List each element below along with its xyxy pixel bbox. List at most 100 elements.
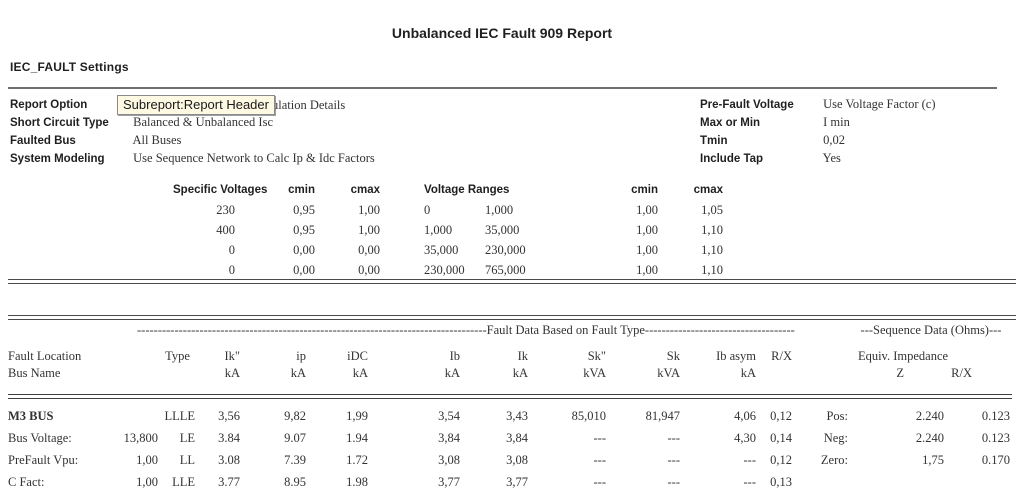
cell-ip: 7.39 [284,453,306,467]
cell-skpp: 85,010 [571,409,606,423]
setting-label: Report Option [10,99,88,111]
column-header-cmax: cmax [693,184,723,196]
setting-label: Include Tap [700,153,764,165]
setting-value: I min [823,115,850,129]
cell-idc: 1,99 [346,409,368,423]
setting-value: 0,02 [823,133,845,147]
cell-ib-asym: 4,30 [734,431,756,445]
cell-z: 2.240 [915,431,944,445]
divider-top [8,87,997,89]
cell-ib: 3,54 [438,409,460,423]
cell-type: LLE [172,475,195,489]
cell-ib-asym: --- [743,453,757,467]
column-header-voltage-ranges: Voltage Ranges [424,184,510,196]
column-header-cmin: cmin [288,184,315,196]
setting-row-system-modeling: System Modeling Use Sequence Network to … [10,151,375,169]
cell-type: LE [179,431,195,445]
cell-z: 2.240 [915,409,944,423]
setting-value: All Buses [132,133,182,147]
fault-location-value: 13,800 [123,431,158,445]
divider-mid-2 [8,315,1016,320]
column-header-equiv-impedance: Equiv. Impedance [857,349,949,363]
spacer [794,365,850,382]
cell-range-high: 765,000 [485,263,526,277]
subreport-tooltip: Subreport:Report Header [117,95,275,115]
cell-cmax: 1,10 [701,243,723,257]
spacer [158,365,197,382]
cell-rx: 0,12 [770,409,792,423]
cell-ikpp: 3.84 [218,431,240,445]
cell-cmin: 0,95 [293,203,315,217]
cell-sk: 81,947 [645,409,680,423]
fault-row-2: Bus Voltage: 13,800 LE 3.84 9.07 1.94 3,8… [8,427,1012,449]
cell-range-low: 230,000 [424,263,465,277]
cell-ik: 3,43 [506,409,528,423]
fault-row-4: C Fact: 1,00 LLE 3.77 8.95 1.98 3,77 3,77… [8,471,1012,493]
column-header-skpp: Sk" [587,349,606,363]
column-header-ib: Ib [449,349,460,363]
cell-rx: 0,14 [770,431,792,445]
cell-sk: --- [667,475,681,489]
fault-table-header-row-2: Bus Name kA kA kA kA kA kVA kVA kA Z R/X [8,365,1012,382]
column-header-specific-voltages: Specific Voltages [173,184,268,196]
cell-cmin: 1,00 [636,203,658,217]
column-header-z: Z [896,366,904,380]
cell-ib-asym: --- [743,475,757,489]
setting-row-report-option: Report Option ulation Details Subreport:… [10,95,375,115]
cell-specific-voltage: 400 [216,223,235,237]
section-heading: IEC_FAULT Settings [10,60,129,74]
unit-ka: kA [444,366,460,380]
column-header-ib-asym: Ib asym [716,349,756,363]
unit-ka: kA [224,366,240,380]
cell-idc: 1.98 [346,475,368,489]
cell-cmax: 0,00 [358,243,380,257]
setting-row-short-circuit-type: Short Circuit Type Balanced & Unbalanced… [10,115,375,133]
dashes: ----------------------------------------… [137,323,487,337]
cell-idc: 1.94 [346,431,368,445]
bus-name: M3 BUS [8,409,54,423]
setting-value: Balanced & Unbalanced Isc [133,115,273,129]
fault-location-label: C Fact: [8,475,45,489]
column-header-rx: R/X [771,349,792,363]
column-header-fault-location: Fault Location [8,349,82,363]
column-header-ik: Ik [517,349,528,363]
cell-specific-voltage: 0 [228,263,235,277]
divider-mid-1 [8,279,1016,284]
sequence-label [794,471,850,493]
cell-idc: 1.72 [346,453,368,467]
cell-rx: 0,13 [770,475,792,489]
cell-range-low: 35,000 [424,243,459,257]
cell-ik: 3,84 [506,431,528,445]
unit-kva: kVA [583,366,606,380]
column-header-z-rx: R/X [951,366,972,380]
cell-z-rx: 0.123 [981,409,1010,423]
cell-z-rx [946,471,1012,493]
fault-row-3: PreFault Vpu: 1,00 LL 3.08 7.39 1.72 3,08… [8,449,1012,471]
column-header-ip: ip [296,349,306,363]
fault-location: PreFault Vpu: 1,00 [8,449,158,471]
fault-location: C Fact: 1,00 [8,471,158,493]
fault-data-table: ----------------------------------------… [8,322,1012,493]
unit-kva: kVA [657,366,680,380]
setting-row-prefault-voltage: Pre-Fault Voltage Use Voltage Factor (c) [700,97,935,115]
cell-cmax: 1,10 [701,223,723,237]
cell-range-low: 0 [424,203,431,217]
setting-value-partial: ulation Details [272,98,346,112]
cell-rx: 0,12 [770,453,792,467]
column-header-sk: Sk [666,349,680,363]
sequence-label: Zero: [820,453,848,467]
fault-location: Bus Voltage: 13,800 [8,427,158,449]
unit-ka: kA [352,366,368,380]
setting-value: Use Sequence Network to Calc Ip & Idc Fa… [133,151,375,165]
divider-fault-header [8,394,1012,399]
cell-skpp: --- [593,431,607,445]
cell-sk: --- [667,453,681,467]
cell-cmin: 1,00 [636,243,658,257]
setting-label: Faulted Bus [10,135,76,147]
unit-ka: kA [290,366,306,380]
setting-row-max-or-min: Max or Min I min [700,115,935,133]
cell-ib: 3,77 [438,475,460,489]
sequence-label: Neg: [823,431,848,445]
column-header-bus-name: Bus Name [8,366,61,380]
